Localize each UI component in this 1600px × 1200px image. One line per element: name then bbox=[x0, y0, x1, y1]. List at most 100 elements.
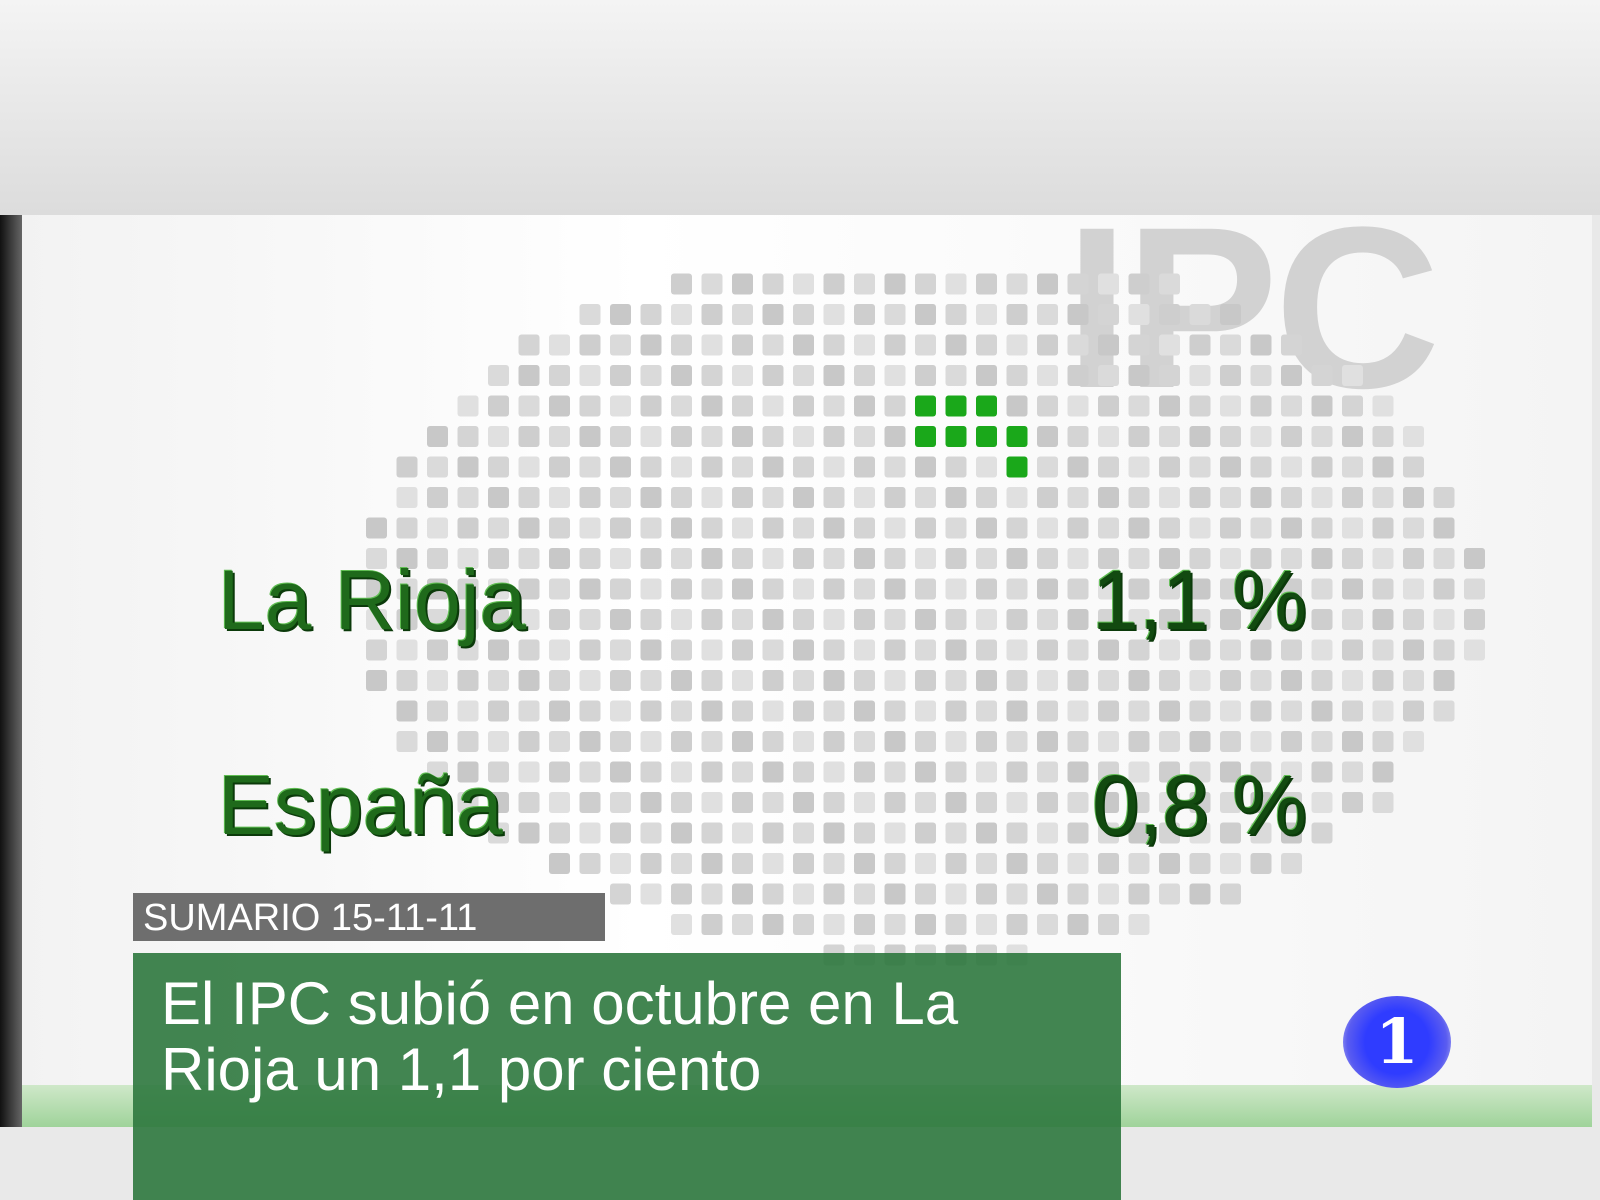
map-square bbox=[640, 395, 662, 417]
tve1-logo: 1 bbox=[1343, 996, 1451, 1088]
map-square bbox=[793, 609, 814, 630]
map-square bbox=[976, 609, 997, 630]
map-square bbox=[1067, 883, 1089, 905]
map-square bbox=[762, 578, 784, 600]
map-square bbox=[488, 548, 509, 569]
map-square bbox=[1037, 365, 1058, 386]
map-square bbox=[518, 639, 540, 661]
map-square bbox=[732, 731, 753, 752]
map-square bbox=[1037, 700, 1058, 722]
map-square bbox=[823, 456, 845, 478]
map-square bbox=[884, 548, 906, 569]
map-square bbox=[1128, 639, 1150, 661]
map-square bbox=[1281, 365, 1302, 386]
map-square bbox=[854, 731, 875, 752]
map-square bbox=[1006, 792, 1028, 813]
map-square bbox=[976, 304, 997, 325]
map-square bbox=[1189, 517, 1211, 539]
map-square bbox=[1159, 395, 1180, 417]
map-square bbox=[457, 517, 479, 539]
map-square bbox=[518, 822, 540, 844]
map-square bbox=[1311, 792, 1333, 813]
map-square bbox=[854, 609, 875, 630]
map-square bbox=[1189, 487, 1211, 508]
map-square bbox=[1220, 853, 1241, 874]
map-square bbox=[1037, 395, 1058, 417]
map-square bbox=[457, 456, 479, 478]
map-square bbox=[854, 273, 875, 295]
map-square bbox=[1037, 731, 1058, 752]
map-square bbox=[1128, 365, 1150, 386]
map-square bbox=[1372, 548, 1394, 569]
map-square bbox=[884, 670, 906, 691]
map-square bbox=[701, 731, 723, 752]
map-square bbox=[1037, 792, 1058, 813]
map-square bbox=[579, 639, 601, 661]
map-square bbox=[884, 883, 906, 905]
map-square bbox=[1281, 578, 1302, 600]
map-square bbox=[884, 365, 906, 386]
map-square bbox=[854, 365, 875, 386]
map-square bbox=[518, 334, 540, 356]
map-square bbox=[701, 487, 723, 508]
map-square bbox=[1067, 304, 1089, 325]
map-square bbox=[793, 853, 814, 874]
map-square bbox=[1281, 487, 1302, 508]
map-square bbox=[518, 792, 540, 813]
map-square bbox=[457, 639, 479, 661]
map-square bbox=[1037, 487, 1058, 508]
highlight-square bbox=[945, 426, 967, 447]
map-square bbox=[1159, 304, 1180, 325]
map-square bbox=[823, 883, 845, 905]
map-square bbox=[1311, 426, 1333, 447]
map-square bbox=[1037, 914, 1058, 935]
map-square bbox=[1220, 700, 1241, 722]
map-square bbox=[1281, 731, 1302, 752]
map-square bbox=[640, 548, 662, 569]
map-square bbox=[1281, 761, 1302, 783]
map-square bbox=[1189, 761, 1211, 783]
map-square bbox=[701, 792, 723, 813]
map-square bbox=[640, 822, 662, 844]
map-square bbox=[1098, 883, 1119, 905]
map-square bbox=[945, 639, 967, 661]
map-square bbox=[1311, 578, 1333, 600]
map-square bbox=[732, 609, 753, 630]
map-square bbox=[854, 487, 875, 508]
map-square bbox=[1006, 273, 1028, 295]
map-square bbox=[1403, 578, 1424, 600]
map-square bbox=[640, 853, 662, 874]
highlight-square bbox=[976, 426, 997, 447]
map-square bbox=[396, 517, 418, 539]
map-square bbox=[640, 426, 662, 447]
map-square bbox=[488, 456, 509, 478]
map-square bbox=[549, 578, 570, 600]
map-square bbox=[640, 517, 662, 539]
map-square bbox=[1220, 883, 1241, 905]
map-square bbox=[1037, 853, 1058, 874]
map-square bbox=[1128, 700, 1150, 722]
map-square bbox=[1403, 609, 1424, 630]
map-square bbox=[915, 487, 936, 508]
map-square bbox=[762, 456, 784, 478]
map-square bbox=[640, 609, 662, 630]
map-square bbox=[793, 914, 814, 935]
map-square bbox=[640, 365, 662, 386]
map-square bbox=[1128, 761, 1150, 783]
map-square bbox=[1403, 700, 1424, 722]
map-square bbox=[793, 395, 814, 417]
map-square bbox=[884, 395, 906, 417]
map-square bbox=[1189, 731, 1211, 752]
map-square bbox=[1067, 395, 1089, 417]
map-square bbox=[1006, 853, 1028, 874]
map-square bbox=[823, 670, 845, 691]
map-square bbox=[1433, 700, 1455, 722]
map-square bbox=[854, 334, 875, 356]
map-square bbox=[640, 578, 662, 600]
map-square bbox=[427, 609, 448, 630]
map-square bbox=[579, 395, 601, 417]
map-square bbox=[671, 883, 692, 905]
map-square bbox=[396, 731, 418, 752]
map-square bbox=[488, 731, 509, 752]
map-square bbox=[854, 548, 875, 569]
